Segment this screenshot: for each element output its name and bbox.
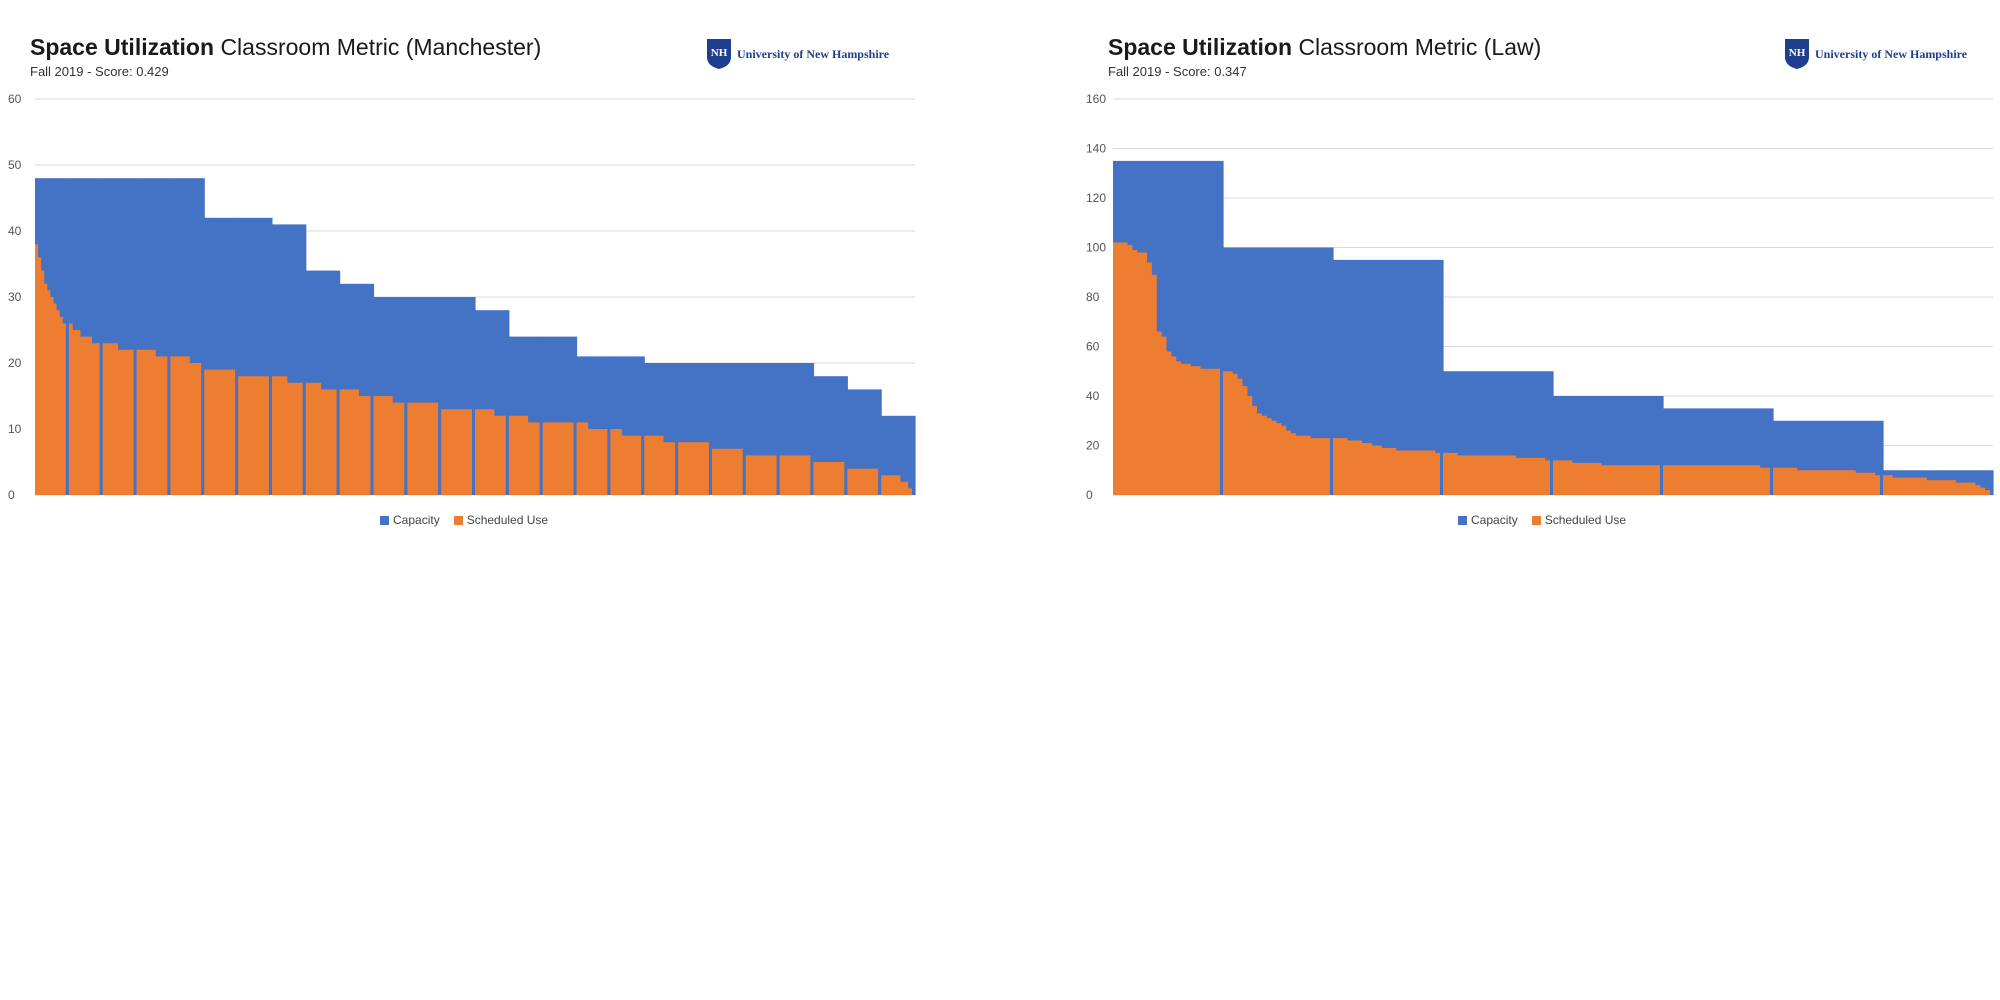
- legend-label-scheduled: Scheduled Use: [466, 513, 549, 527]
- legend-swatch-capacity: [1458, 515, 1467, 525]
- chart-title: Space Utilization Classroom Metric (Law): [1108, 34, 1541, 61]
- logo-text: University of New Hampshire: [737, 46, 890, 61]
- chart-area: 0 20 40 60 80 100 120 140 160: [1086, 92, 1994, 502]
- scheduled-use-area: [847, 468, 879, 495]
- legend-item-scheduled: Scheduled Use: [1531, 513, 1627, 527]
- scheduled-use-area: [1113, 242, 1220, 495]
- chart-subtitle: Fall 2019 - Score: 0.429: [30, 64, 169, 79]
- y-tick-label: 10: [8, 422, 22, 436]
- scheduled-use-area: [238, 376, 269, 495]
- scheduled-use-area: [170, 356, 202, 495]
- unh-shield-icon: NH: [1785, 39, 1809, 69]
- scheduled-use-area: [813, 462, 845, 495]
- scheduled-use-area: [1223, 371, 1330, 495]
- chart-panel-manchester: Space Utilization Classroom Metric (Manc…: [0, 0, 1000, 560]
- chart-title: Space Utilization Classroom Metric (Manc…: [30, 34, 541, 61]
- chart-title-rest: Classroom Metric (Manchester): [220, 34, 542, 60]
- y-tick-label: 40: [8, 224, 22, 238]
- y-tick-label: 60: [8, 92, 22, 106]
- chart-area: 0 10 20 30 40 50 60: [8, 92, 916, 502]
- svg-text:NH: NH: [1789, 47, 1806, 59]
- scheduled-use-area: [1883, 475, 1990, 495]
- scheduled-use-area: [1553, 460, 1660, 495]
- y-tick-label: 20: [8, 356, 22, 370]
- scheduled-use-area: [542, 422, 574, 495]
- scheduled-use-area: [711, 448, 743, 495]
- scheduled-use-area: [508, 415, 540, 495]
- scheduled-use-area: [475, 409, 506, 495]
- chart-title-bold: Space Utilization: [30, 34, 215, 60]
- legend-label-capacity: Capacity: [1471, 513, 1518, 527]
- legend-item-scheduled: Scheduled Use: [453, 513, 549, 527]
- unh-logo: NH University of New Hampshire: [706, 38, 889, 70]
- scheduled-use-area: [373, 396, 405, 495]
- unh-shield-icon: NH: [707, 39, 731, 69]
- scheduled-use-area: [779, 455, 811, 495]
- unh-logo: NH University of New Hampshire: [1784, 38, 1967, 70]
- logo-text: University of New Hampshire: [1815, 46, 1968, 61]
- chart-subtitle: Fall 2019 - Score: 0.347: [1108, 64, 1247, 79]
- legend-item-capacity: Capacity: [1458, 513, 1518, 527]
- chart-title-bold: Space Utilization: [1108, 34, 1293, 60]
- legend-swatch-scheduled: [1531, 515, 1541, 525]
- legend: Capacity Scheduled Use: [380, 513, 548, 527]
- scheduled-use-area: [441, 409, 472, 495]
- scheduled-use-area: [576, 422, 608, 495]
- y-tick-label: 20: [1086, 439, 1100, 453]
- legend: Capacity Scheduled Use: [1458, 513, 1626, 527]
- y-tick-label: 140: [1086, 142, 1106, 156]
- scheduled-use-area: [35, 244, 66, 495]
- scheduled-use-area: [204, 369, 236, 495]
- y-tick-label: 160: [1086, 92, 1106, 106]
- y-tick-label: 0: [1086, 488, 1093, 502]
- y-tick-label: 80: [1086, 290, 1100, 304]
- scheduled-use-area: [881, 475, 912, 495]
- scheduled-use-area: [102, 343, 134, 495]
- scheduled-use-area: [305, 382, 337, 495]
- scheduled-use-area: [136, 349, 168, 495]
- scheduled-use-area: [68, 323, 100, 495]
- scheduled-use-area: [1663, 465, 1770, 495]
- legend-label-scheduled: Scheduled Use: [1544, 513, 1627, 527]
- legend-item-capacity: Capacity: [380, 513, 440, 527]
- scheduled-use-area: [271, 376, 303, 495]
- chart-panel-law: Space Utilization Classroom Metric (Law)…: [1078, 0, 2000, 560]
- y-tick-label: 50: [8, 158, 22, 172]
- scheduled-use-area: [678, 442, 709, 495]
- y-tick-label: 30: [8, 290, 22, 304]
- scheduled-use-area: [1443, 452, 1550, 495]
- scheduled-use-area: [1773, 467, 1880, 495]
- legend-label-capacity: Capacity: [393, 513, 440, 527]
- scheduled-use-area: [1333, 438, 1440, 495]
- y-tick-label: 120: [1086, 191, 1106, 205]
- y-tick-label: 0: [8, 488, 15, 502]
- y-tick-label: 60: [1086, 340, 1100, 354]
- chart-title-rest: Classroom Metric (Law): [1298, 34, 1542, 60]
- legend-swatch-scheduled: [453, 515, 463, 525]
- scheduled-use-area: [745, 455, 777, 495]
- scheduled-use-area: [407, 402, 439, 495]
- scheduled-use-area: [644, 435, 676, 495]
- scheduled-use-area: [610, 429, 642, 495]
- svg-text:NH: NH: [711, 47, 728, 59]
- y-tick-label: 40: [1086, 389, 1100, 403]
- y-tick-label: 100: [1086, 241, 1106, 255]
- legend-swatch-capacity: [380, 515, 389, 525]
- scheduled-use-area: [339, 389, 371, 495]
